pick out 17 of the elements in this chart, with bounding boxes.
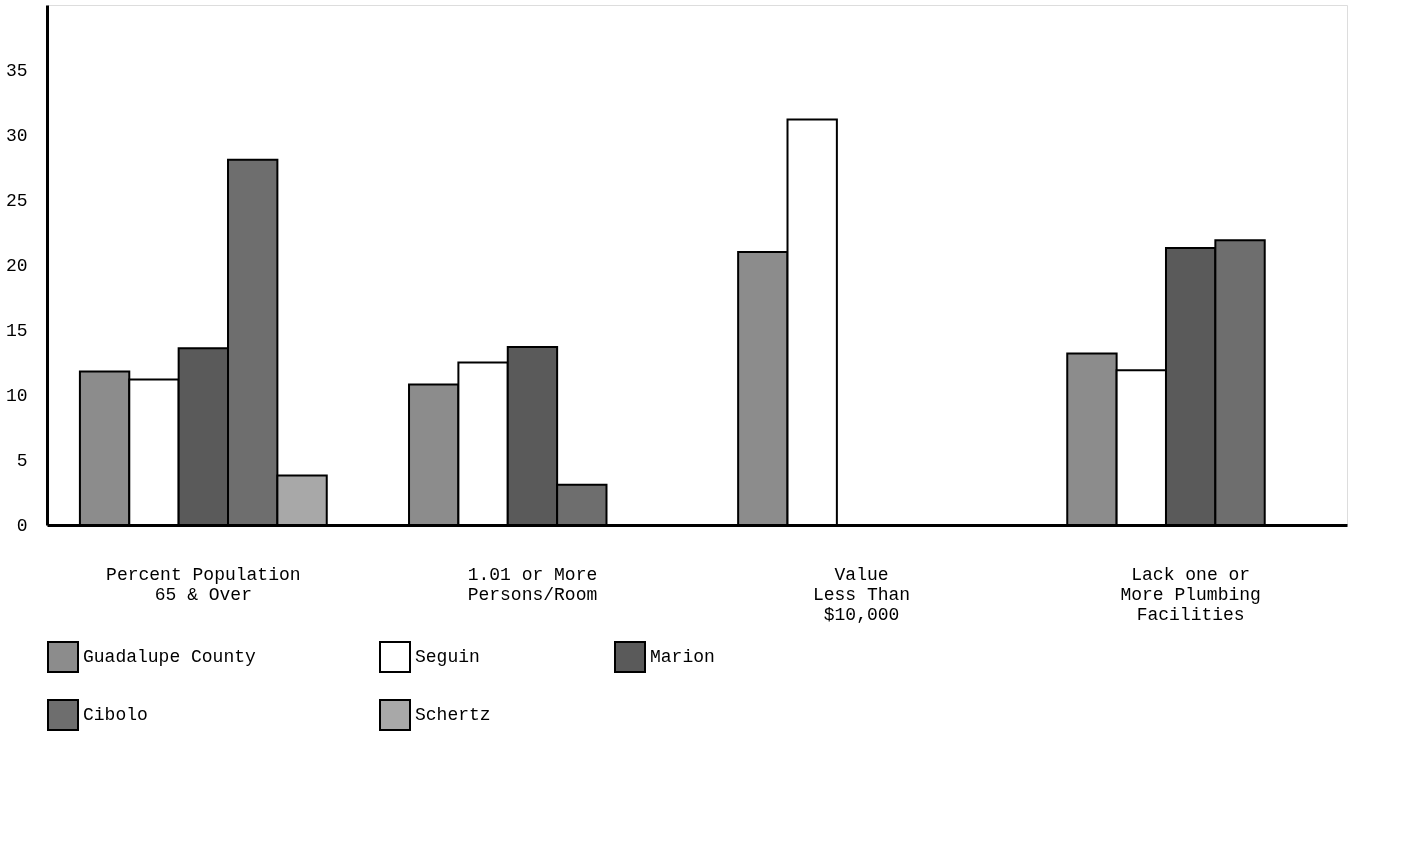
- x-tick-label: Lack one or More Plumbing Facilities: [1120, 564, 1261, 625]
- x-tick-label: Percent Population 65 & Over: [106, 564, 301, 605]
- y-tick-label: 0: [16, 515, 28, 536]
- legend-label: Guadalupe County: [83, 647, 257, 667]
- y-tick-label: 10: [5, 385, 28, 406]
- y-tick-label: 25: [5, 190, 28, 211]
- y-tick-label: 30: [5, 125, 28, 146]
- legend-label: Marion: [650, 647, 715, 667]
- x-tick-label: Value Less Than $10,000: [812, 564, 911, 625]
- y-tick-label: 15: [5, 320, 28, 341]
- y-tick-label: 35: [5, 60, 28, 81]
- y-tick-label: 20: [5, 255, 28, 276]
- y-tick-label: 5: [16, 450, 28, 471]
- x-tick-label: 1.01 or More Persons/Room: [467, 564, 598, 605]
- legend-label: Seguin: [415, 647, 480, 667]
- legend-label: Cibolo: [83, 705, 148, 725]
- legend-label: Schertz: [415, 705, 491, 725]
